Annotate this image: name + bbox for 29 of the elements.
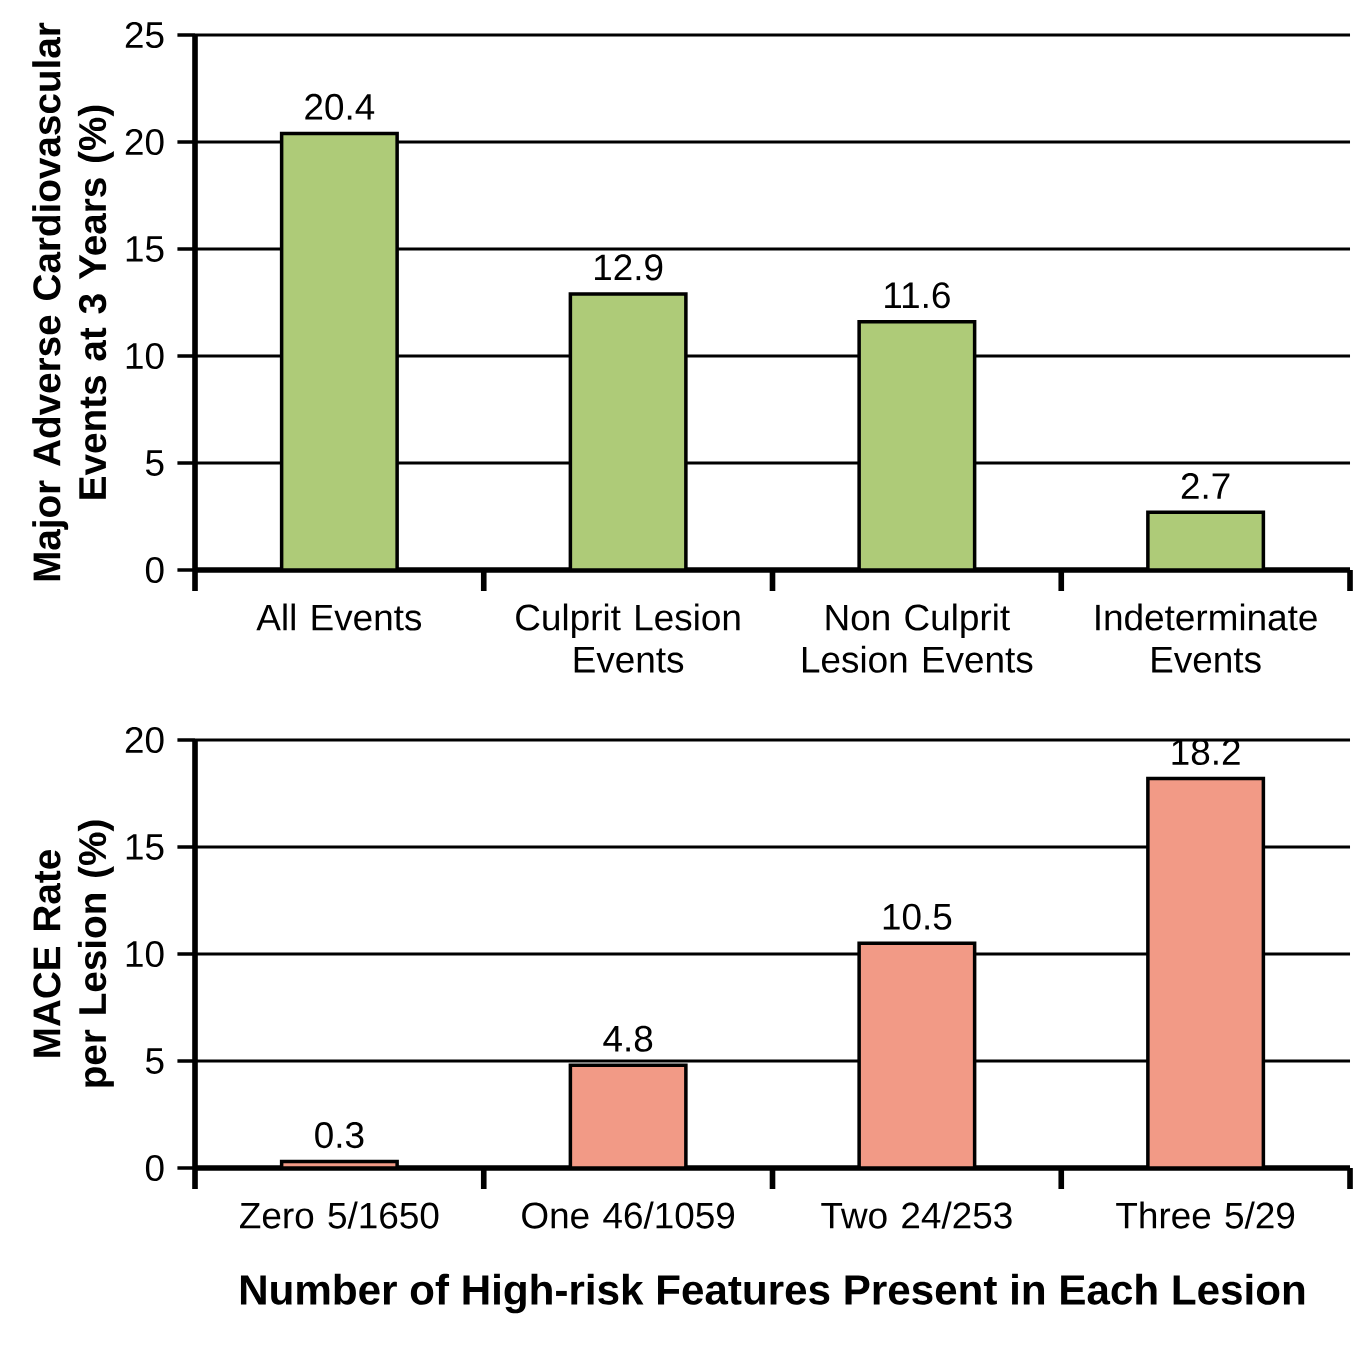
- y-tick-label: 5: [145, 1048, 164, 1074]
- data-label: 0.3: [315, 1122, 364, 1149]
- x-tick-label: Culprit Lesion Events: [516, 603, 740, 673]
- y-tick-label: 0: [145, 1154, 164, 1182]
- data-label: 4.8: [603, 1025, 653, 1052]
- x-tick-label: Three 5/29: [1116, 1201, 1295, 1229]
- data-label: 12.9: [595, 254, 663, 281]
- x-axis-title: Number of High-risk Features Present in Each Lesion: [240, 1273, 1305, 1314]
- x-tick-label: Non Culprit Lesion Events: [802, 603, 1033, 673]
- x-tick-label: Indeterminate Events: [1096, 603, 1317, 673]
- y-tick-label: 10: [126, 940, 164, 968]
- y-tick-label: 10: [126, 342, 164, 370]
- x-tick-label: All Events: [256, 603, 422, 631]
- y-tick-label: 5: [145, 450, 164, 476]
- y-tick-label: 15: [126, 236, 164, 262]
- data-label: 20.4: [305, 93, 375, 120]
- x-tick-label: Two 24/253: [821, 1201, 1012, 1229]
- data-label: 10.5: [883, 903, 952, 930]
- y-tick-label: 15: [126, 834, 164, 860]
- data-label: 2.7: [1181, 473, 1230, 499]
- y-tick-label: 20: [125, 128, 164, 156]
- y-tick-label: 20: [125, 726, 164, 754]
- y-axis-title: Major Adverse Cardiovascular Events at 3 Years (%): [32, 22, 114, 581]
- x-tick-label: One 46/1059: [522, 1201, 735, 1229]
- y-tick-label: 0: [145, 556, 164, 584]
- y-tick-label: 25: [125, 21, 164, 49]
- x-tick-label: Zero 5/1650: [240, 1201, 439, 1229]
- y-axis-title: MACE Rate per Lesion (%): [33, 820, 114, 1087]
- data-label: 11.6: [885, 282, 950, 309]
